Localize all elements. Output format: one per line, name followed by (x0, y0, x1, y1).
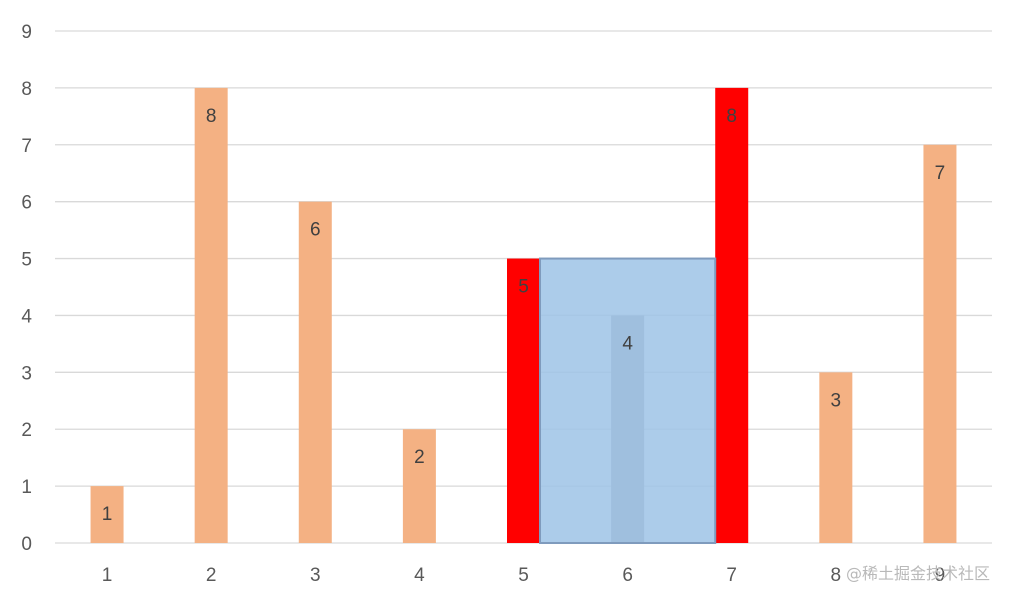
bar-4 (402, 429, 436, 543)
x-tick-label: 5 (518, 565, 529, 586)
data-label: 7 (935, 163, 946, 184)
data-label: 4 (622, 333, 633, 354)
bar-9 (923, 144, 957, 543)
y-tick-label: 7 (21, 136, 32, 157)
data-label: 8 (206, 106, 217, 127)
highlight-rect (539, 257, 717, 544)
data-label: 5 (518, 277, 529, 298)
data-label: 2 (414, 447, 425, 468)
data-label: 1 (102, 504, 113, 525)
x-tick-label: 1 (102, 565, 113, 586)
y-tick-label: 4 (21, 306, 32, 327)
bar-3 (298, 201, 332, 543)
bar-5 (507, 258, 540, 543)
y-tick-label: 3 (21, 363, 32, 384)
y-tick-label: 9 (21, 22, 32, 43)
y-tick-label: 2 (21, 420, 32, 441)
data-label: 6 (310, 220, 321, 241)
bar-1 (90, 486, 124, 543)
x-tick-label: 4 (414, 565, 425, 586)
data-label: 3 (831, 390, 842, 411)
y-tick-label: 6 (21, 193, 32, 214)
data-label: 8 (726, 106, 737, 127)
bar-7 (715, 87, 749, 543)
data-labels: 1 8 6 2 5 4 8 3 7 (102, 106, 945, 525)
y-axis-ticks: 0 1 2 3 4 5 6 7 8 9 (21, 22, 32, 555)
watermark: @稀土掘金技术社区 (845, 564, 990, 583)
bar-2 (194, 87, 228, 543)
x-tick-label: 9 (935, 565, 946, 586)
y-tick-label: 5 (21, 250, 32, 271)
highlight-region (539, 257, 717, 544)
x-tick-label: 2 (206, 565, 217, 586)
x-tick-label: 6 (622, 565, 633, 586)
x-tick-label: 3 (310, 565, 321, 586)
bar-8 (819, 372, 853, 543)
x-tick-label: 8 (831, 565, 842, 586)
x-axis-ticks: 1 2 3 4 5 6 7 8 9 (102, 565, 945, 586)
y-tick-label: 0 (21, 534, 32, 555)
y-tick-label: 8 (21, 79, 32, 100)
bars (90, 87, 957, 543)
y-tick-label: 1 (21, 477, 32, 498)
x-tick-label: 7 (726, 565, 737, 586)
